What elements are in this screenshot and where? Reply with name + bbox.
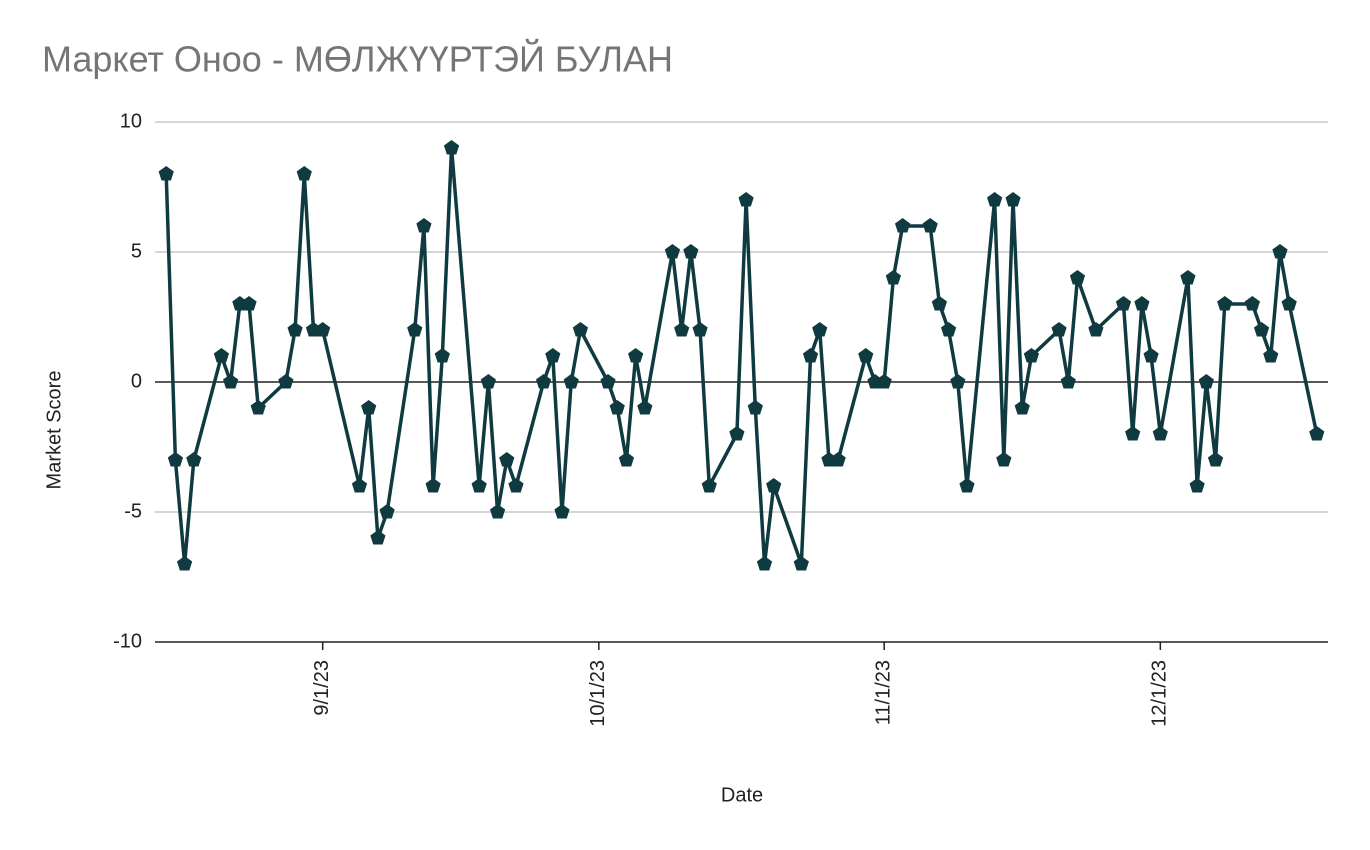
point-marker — [793, 556, 809, 571]
point-marker — [664, 244, 681, 259]
point-marker — [186, 452, 202, 467]
point-marker — [1309, 426, 1325, 441]
point-marker — [1198, 374, 1214, 389]
point-marker — [572, 322, 589, 337]
point-marker — [1125, 426, 1141, 441]
point-marker — [296, 166, 312, 181]
point-marker — [885, 270, 901, 285]
point-marker — [434, 348, 450, 363]
x-tick-label: 12/1/23 — [1149, 660, 1171, 727]
point-marker — [1281, 296, 1297, 311]
y-tick-label: -5 — [124, 500, 142, 522]
point-marker — [747, 400, 763, 415]
point-marker — [471, 478, 487, 493]
point-marker — [1217, 296, 1233, 311]
point-marker — [351, 478, 368, 493]
point-marker — [1088, 322, 1104, 337]
point-marker — [1207, 452, 1224, 467]
point-marker — [1014, 400, 1030, 415]
point-marker — [987, 192, 1003, 207]
point-marker — [1180, 270, 1196, 285]
point-marker — [830, 452, 846, 467]
point-marker — [729, 426, 745, 441]
point-marker — [278, 374, 294, 389]
point-marker — [922, 218, 938, 233]
point-marker — [370, 530, 386, 545]
y-tick-label: 10 — [120, 110, 142, 132]
point-marker — [802, 348, 819, 363]
point-marker — [480, 374, 496, 389]
point-marker — [167, 452, 184, 467]
point-marker — [876, 374, 892, 389]
point-marker — [416, 218, 432, 233]
point-marker — [1143, 348, 1159, 363]
y-axis-title: Market Score — [43, 371, 65, 490]
y-tick-label: 0 — [131, 370, 142, 392]
point-marker — [535, 374, 552, 389]
point-marker — [489, 504, 506, 519]
point-marker — [756, 556, 773, 571]
point-marker — [1060, 374, 1076, 389]
x-axis-title: Date — [721, 784, 763, 806]
point-marker — [692, 322, 708, 337]
point-marker — [223, 374, 239, 389]
point-marker — [1115, 296, 1132, 311]
point-marker — [407, 322, 423, 337]
point-marker — [361, 400, 377, 415]
x-tick-label: 9/1/23 — [311, 660, 333, 716]
point-marker — [1253, 322, 1270, 337]
point-marker — [1023, 348, 1040, 363]
point-marker — [287, 322, 303, 337]
point-marker — [812, 322, 828, 337]
point-marker — [379, 504, 395, 519]
point-marker — [940, 322, 957, 337]
point-marker — [1263, 348, 1279, 363]
point-marker — [1152, 426, 1168, 441]
point-marker — [425, 478, 441, 493]
point-marker — [738, 192, 754, 207]
point-marker — [508, 478, 524, 493]
point-marker — [609, 400, 625, 415]
point-marker — [1134, 296, 1150, 311]
point-marker — [1272, 244, 1288, 259]
point-marker — [894, 218, 911, 233]
point-marker — [158, 166, 174, 181]
point-marker — [213, 348, 230, 363]
point-marker — [499, 452, 515, 467]
point-marker — [241, 296, 257, 311]
series-line — [164, 146, 1319, 566]
point-marker — [1069, 270, 1086, 285]
point-marker — [674, 322, 690, 337]
point-marker — [701, 478, 717, 493]
chart-title: Маркет Оноо - МӨЛЖҮҮРТЭЙ БУЛАН — [42, 38, 673, 80]
point-marker — [554, 504, 570, 519]
x-tick-label: 10/1/23 — [587, 660, 609, 727]
point-marker — [996, 452, 1012, 467]
point-marker — [618, 452, 635, 467]
point-marker — [545, 348, 561, 363]
point-marker — [1189, 478, 1205, 493]
point-marker — [1244, 296, 1260, 311]
point-marker — [177, 556, 193, 571]
point-marker — [766, 478, 782, 493]
x-tick-label: 11/1/23 — [872, 660, 894, 725]
point-marker — [931, 296, 948, 311]
point-marker — [628, 348, 644, 363]
point-marker — [637, 400, 653, 415]
point-marker — [250, 400, 266, 415]
point-marker — [950, 374, 966, 389]
y-tick-label: -10 — [113, 630, 142, 652]
point-marker — [683, 244, 699, 259]
point-marker — [315, 322, 331, 337]
y-tick-label: 5 — [131, 240, 142, 262]
point-marker — [563, 374, 579, 389]
point-marker — [1051, 322, 1067, 337]
point-marker — [443, 140, 460, 155]
point-marker — [600, 374, 616, 389]
point-marker — [959, 478, 975, 493]
point-marker — [858, 348, 874, 363]
point-marker — [1005, 192, 1021, 207]
